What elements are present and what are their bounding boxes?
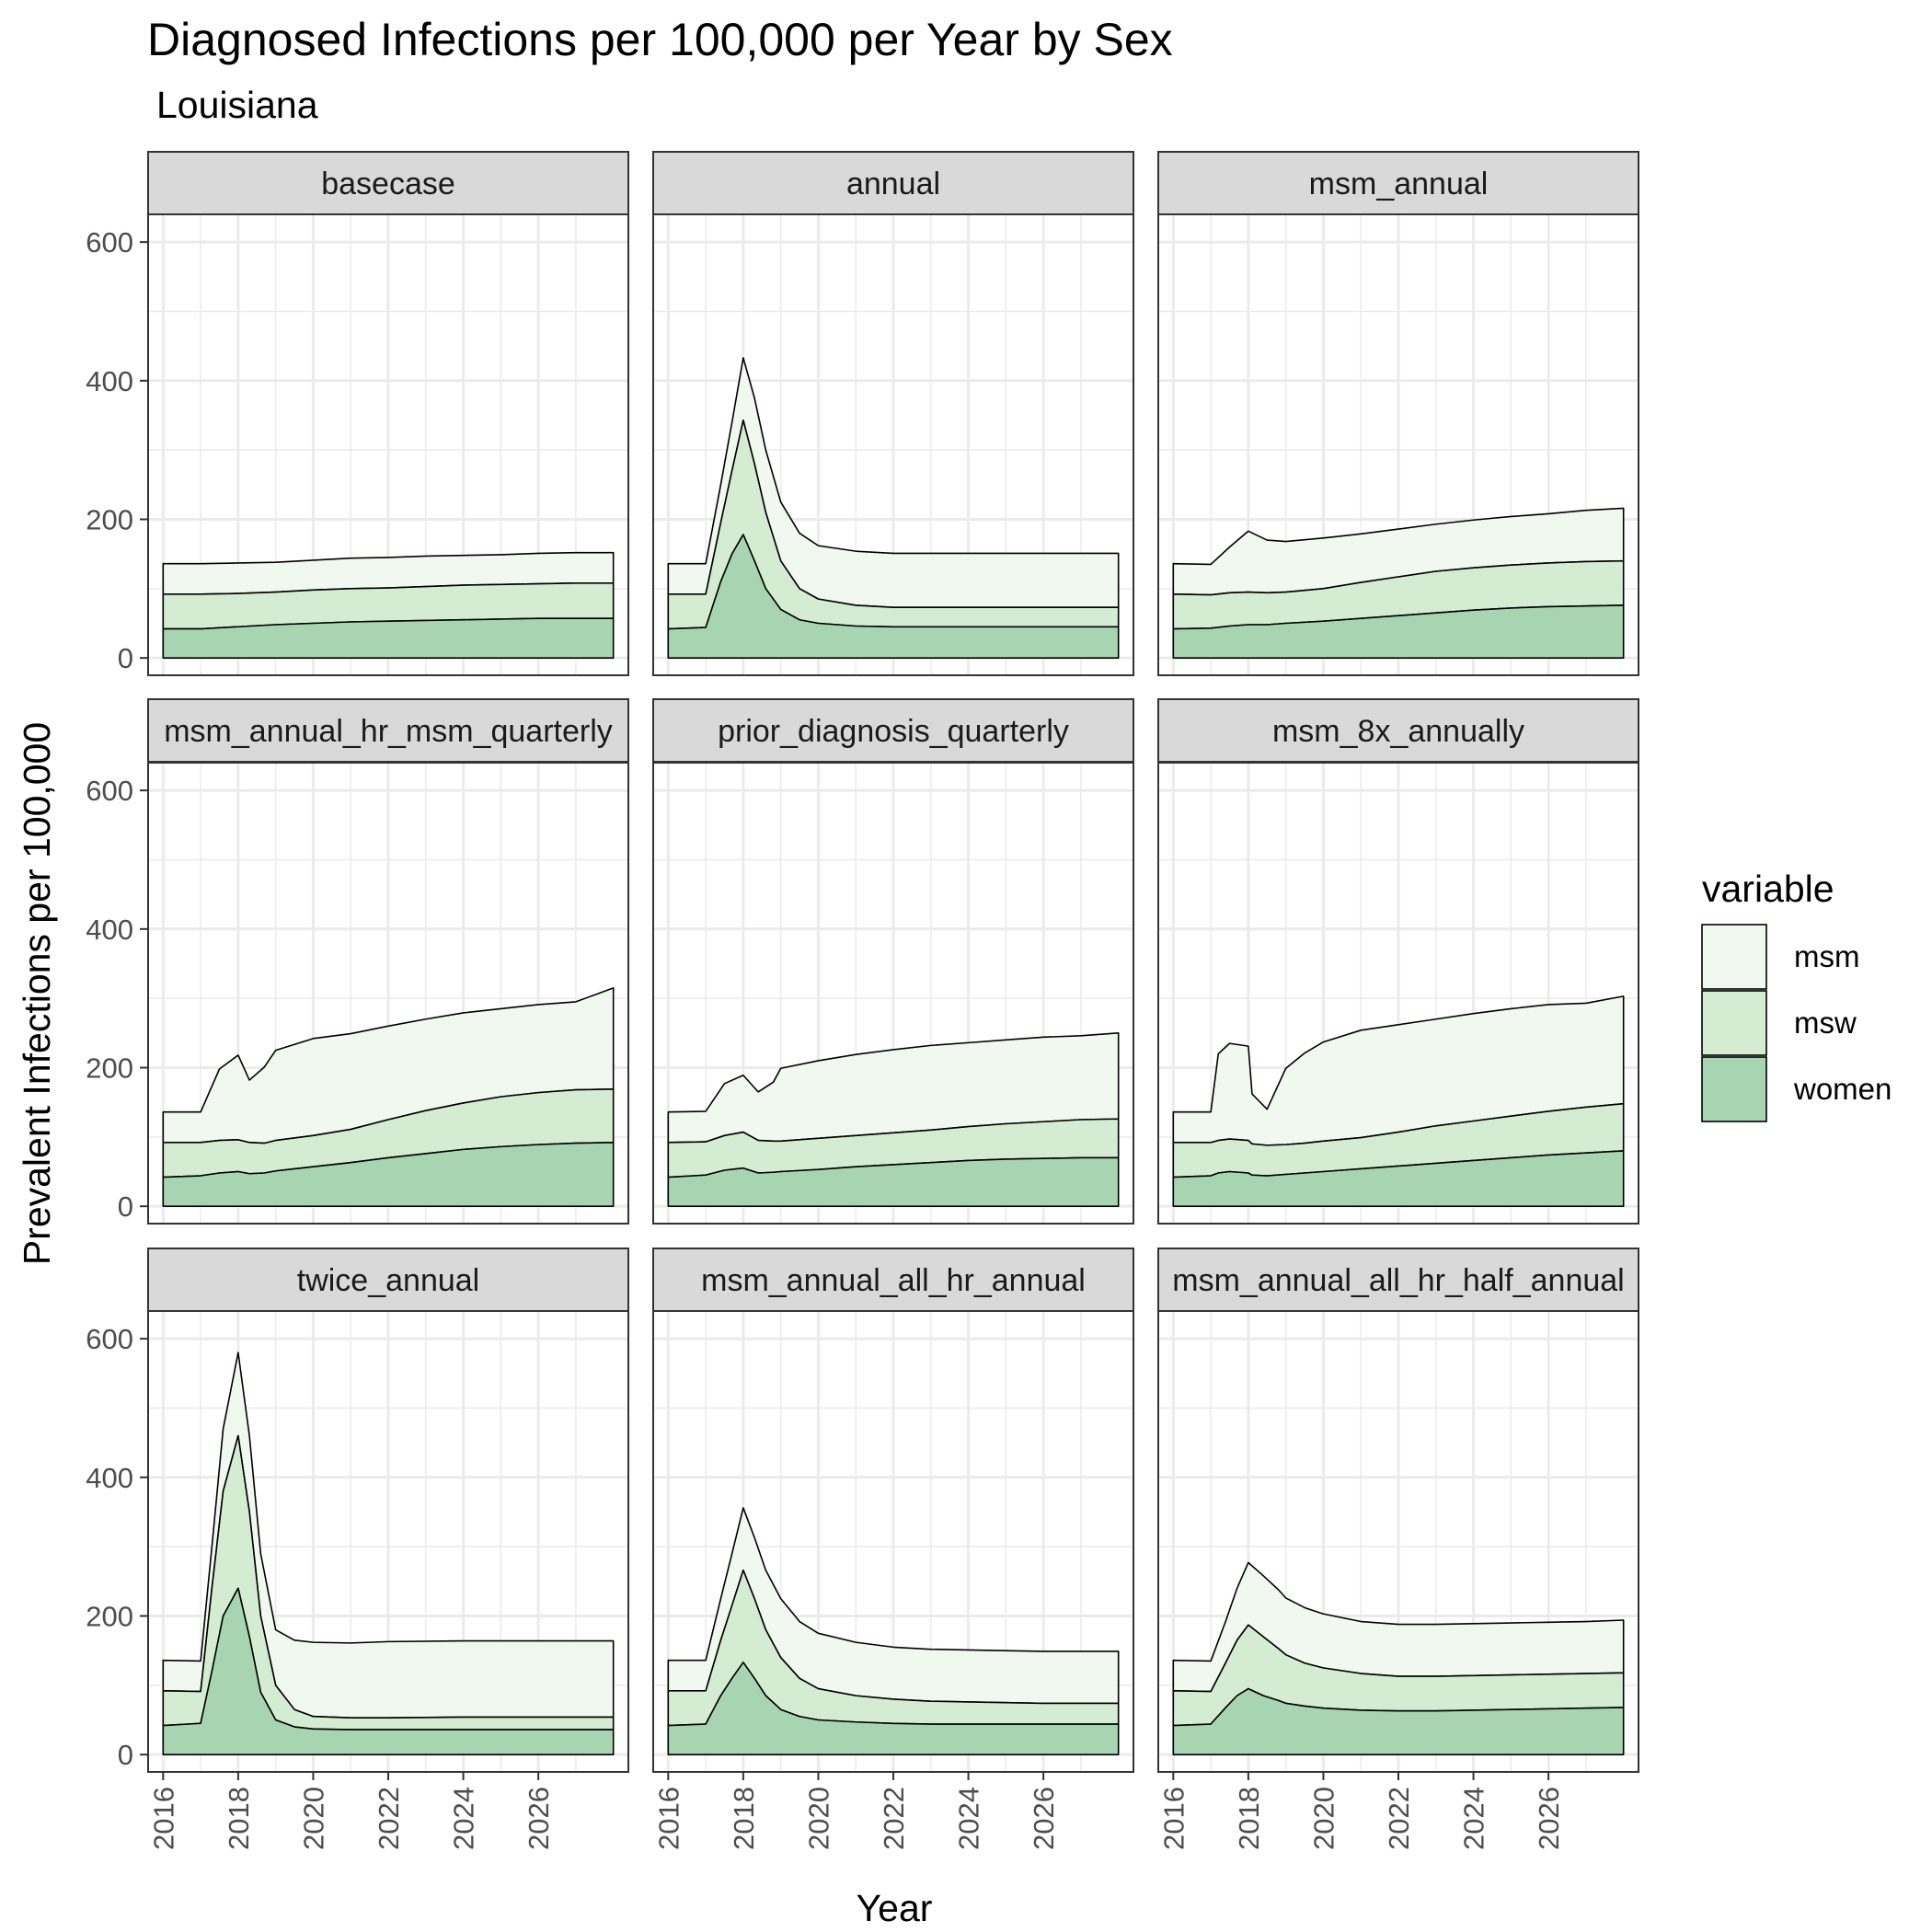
panel-annual: annual xyxy=(652,151,1134,676)
stacked-areas xyxy=(162,551,615,659)
legend-label-msw: msw xyxy=(1794,1006,1857,1040)
stacked-areas xyxy=(667,1507,1120,1755)
chart-title: Diagnosed Infections per 100,000 per Yea… xyxy=(147,14,1173,65)
facet-strip-label: prior_diagnosis_quarterly xyxy=(718,714,1069,749)
stacked-areas xyxy=(1172,507,1625,659)
x-tick-label: 2024 xyxy=(448,1787,480,1850)
legend-title: variable xyxy=(1702,868,1834,910)
y-tick-label: 600 xyxy=(86,226,133,259)
area-women xyxy=(162,617,615,659)
x-tick-label: 2016 xyxy=(147,1787,179,1850)
y-tick-label: 0 xyxy=(118,1190,133,1223)
panel-basecase: basecase 0 200 400 600 xyxy=(86,151,629,676)
stacked-areas xyxy=(1172,1561,1625,1755)
panel-msm_annual_hr_msm_quarterly: msm_annual_hr_msm_quarterly 0 200 400 600 xyxy=(86,698,629,1225)
x-tick-label: 2016 xyxy=(652,1787,684,1850)
x-tick-label: 2024 xyxy=(1458,1787,1490,1850)
facet-strip xyxy=(1157,151,1639,215)
legend-items: msm msw women xyxy=(1701,924,1892,1122)
panel-prior_diagnosis_quarterly: prior_diagnosis_quarterly xyxy=(652,698,1134,1225)
facet-strip-label: annual xyxy=(846,167,940,201)
x-tick-label: 2026 xyxy=(1028,1787,1060,1850)
panel-msm_annual_all_hr_half_annual: msm_annual_all_hr_half_annual 2016 2018 202… xyxy=(1157,1248,1639,1850)
x-tick-label: 2020 xyxy=(802,1787,834,1850)
facet-strip-label: msm_annual xyxy=(1309,167,1489,201)
area-women xyxy=(162,1587,615,1755)
x-tick-label: 2022 xyxy=(373,1787,405,1850)
legend-key-msw xyxy=(1701,990,1767,1056)
x-tick-label: 2018 xyxy=(1233,1787,1265,1850)
x-tick-label: 2018 xyxy=(728,1787,760,1850)
facet-strip-label: basecase xyxy=(321,167,455,201)
panel-twice_annual: twice_annual 0 200 400 600 2016 2018 2020 2022 20… xyxy=(86,1248,629,1850)
facet-panels: basecase 0 200 400 600 annual msm_annual msm_an… xyxy=(86,151,1639,1850)
area-women xyxy=(1172,1150,1625,1207)
x-tick-label: 2020 xyxy=(297,1787,329,1850)
legend-label-women: women xyxy=(1793,1072,1892,1106)
y-tick-label: 600 xyxy=(86,1323,133,1355)
area-women xyxy=(667,1662,1120,1755)
x-tick-label: 2022 xyxy=(1383,1787,1415,1850)
stacked-areas xyxy=(162,1351,615,1755)
legend: variable msm msw women xyxy=(1701,868,1892,1122)
area-women xyxy=(667,534,1120,659)
facet-strip xyxy=(652,1248,1134,1312)
area-women xyxy=(1172,1687,1625,1755)
facet-strip-label: msm_annual_hr_msm_quarterly xyxy=(164,714,613,749)
facet-strip xyxy=(147,1248,629,1312)
x-tick-label: 2024 xyxy=(953,1787,985,1850)
y-tick-label: 400 xyxy=(86,365,133,397)
stacked-areas xyxy=(667,1032,1120,1207)
area-women xyxy=(1172,604,1625,659)
facet-strip xyxy=(652,698,1134,763)
area-women xyxy=(162,1142,615,1207)
y-tick-label: 400 xyxy=(86,914,133,946)
y-tick-label: 0 xyxy=(118,642,133,674)
stacked-areas xyxy=(162,987,615,1207)
facet-strip-label: msm_annual_all_hr_annual xyxy=(701,1263,1086,1298)
facet-strip xyxy=(147,151,629,215)
y-tick-label: 200 xyxy=(86,1052,133,1084)
legend-key-women xyxy=(1701,1056,1767,1122)
panel-msm_8x_annually: msm_8x_annually xyxy=(1157,698,1639,1225)
y-tick-label: 600 xyxy=(86,775,133,807)
x-tick-label: 2020 xyxy=(1307,1787,1340,1850)
legend-key-msm xyxy=(1701,924,1767,990)
x-tick-label: 2026 xyxy=(1533,1787,1565,1850)
chart-subtitle: Louisiana xyxy=(156,84,318,126)
panel-msm_annual_all_hr_annual: msm_annual_all_hr_annual 2016 2018 2020 2022… xyxy=(652,1248,1134,1850)
facet-strip-label: msm_annual_all_hr_half_annual xyxy=(1172,1263,1624,1298)
x-tick-label: 2026 xyxy=(523,1787,555,1850)
x-tick-label: 2022 xyxy=(878,1787,910,1850)
stacked-areas xyxy=(667,357,1120,659)
facet-strip-label: msm_8x_annually xyxy=(1272,714,1524,749)
x-axis-title: Year xyxy=(857,1887,933,1929)
x-tick-label: 2016 xyxy=(1157,1787,1190,1850)
stacked-areas xyxy=(1172,995,1625,1207)
legend-label-msm: msm xyxy=(1794,939,1859,973)
y-tick-label: 0 xyxy=(118,1739,133,1771)
y-axis-title: Prevalent Infections per 100,000 xyxy=(16,722,58,1265)
facet-strip xyxy=(652,151,1134,215)
y-tick-label: 200 xyxy=(86,503,133,535)
facet-strip xyxy=(147,698,629,763)
x-tick-label: 2018 xyxy=(223,1787,255,1850)
facet-strip xyxy=(1157,698,1639,763)
y-tick-label: 400 xyxy=(86,1462,133,1494)
area-women xyxy=(667,1156,1120,1207)
panel-msm_annual: msm_annual xyxy=(1157,151,1639,676)
facet-strip xyxy=(1157,1248,1639,1312)
y-tick-label: 200 xyxy=(86,1600,133,1632)
facet-strip-label: twice_annual xyxy=(297,1263,479,1298)
